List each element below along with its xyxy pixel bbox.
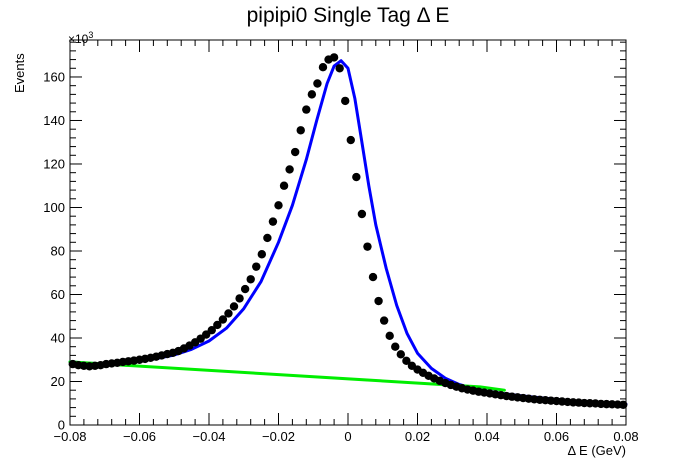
y-tick-label: 60 (51, 287, 65, 302)
data-point (240, 284, 250, 294)
data-point (263, 233, 272, 243)
data-point (252, 262, 261, 271)
data-point (385, 331, 394, 341)
x-tick-label: −0.06 (123, 429, 156, 444)
data-point (341, 96, 350, 106)
y-tick-label: 80 (51, 243, 65, 258)
data-point (313, 79, 322, 88)
x-tick-label: 0 (344, 429, 351, 444)
fit-background-line (68, 360, 506, 392)
data-point (279, 181, 289, 190)
data-point (307, 90, 317, 99)
data-point (207, 325, 216, 335)
data-point (329, 53, 339, 62)
data-point (352, 172, 361, 182)
data-point (246, 275, 255, 284)
data-point (235, 294, 244, 303)
x-tick-label: −0.04 (193, 429, 226, 444)
data-point (224, 309, 233, 318)
data-point (357, 209, 367, 219)
y-tick-label: 0 (58, 418, 65, 433)
data-point (619, 400, 628, 409)
x-tick-label: 0.04 (474, 429, 499, 444)
data-point (379, 316, 389, 325)
y-tick-label: 100 (43, 200, 65, 215)
x-tick-label: 0.08 (613, 429, 638, 444)
data-point (391, 342, 400, 351)
data-point (268, 217, 278, 226)
data-point (229, 302, 239, 311)
data-point (257, 250, 267, 259)
y-tick-label: 160 (43, 69, 65, 84)
data-point (290, 147, 300, 157)
x-tick-label: 0.02 (405, 429, 430, 444)
data-point (335, 64, 344, 73)
fit-total-line (68, 59, 628, 406)
y-tick-label: 40 (51, 330, 65, 345)
x-tick-label: −0.08 (54, 429, 87, 444)
x-axis-label: Δ E (GeV) (567, 443, 626, 458)
data-point (346, 135, 355, 145)
y-tick-label: 20 (51, 374, 65, 389)
data-point (302, 105, 311, 114)
y-tick-label: 140 (43, 113, 65, 128)
data-point (213, 320, 222, 330)
data-point (368, 272, 378, 282)
data-point (396, 350, 406, 359)
y-tick-label: 120 (43, 156, 65, 171)
x-tick-label: 0.06 (544, 429, 569, 444)
data-point (402, 356, 411, 366)
x-tick-label: −0.02 (262, 429, 295, 444)
data-point (318, 62, 328, 72)
data-point (374, 296, 383, 306)
data-point (296, 126, 305, 135)
chart-title: pipipi0 Single Tag Δ E (246, 4, 450, 27)
data-point (274, 201, 283, 210)
data-point (363, 242, 372, 251)
y-exponent-power: 3 (88, 30, 94, 40)
data-point (218, 315, 228, 324)
data-point (285, 165, 294, 174)
